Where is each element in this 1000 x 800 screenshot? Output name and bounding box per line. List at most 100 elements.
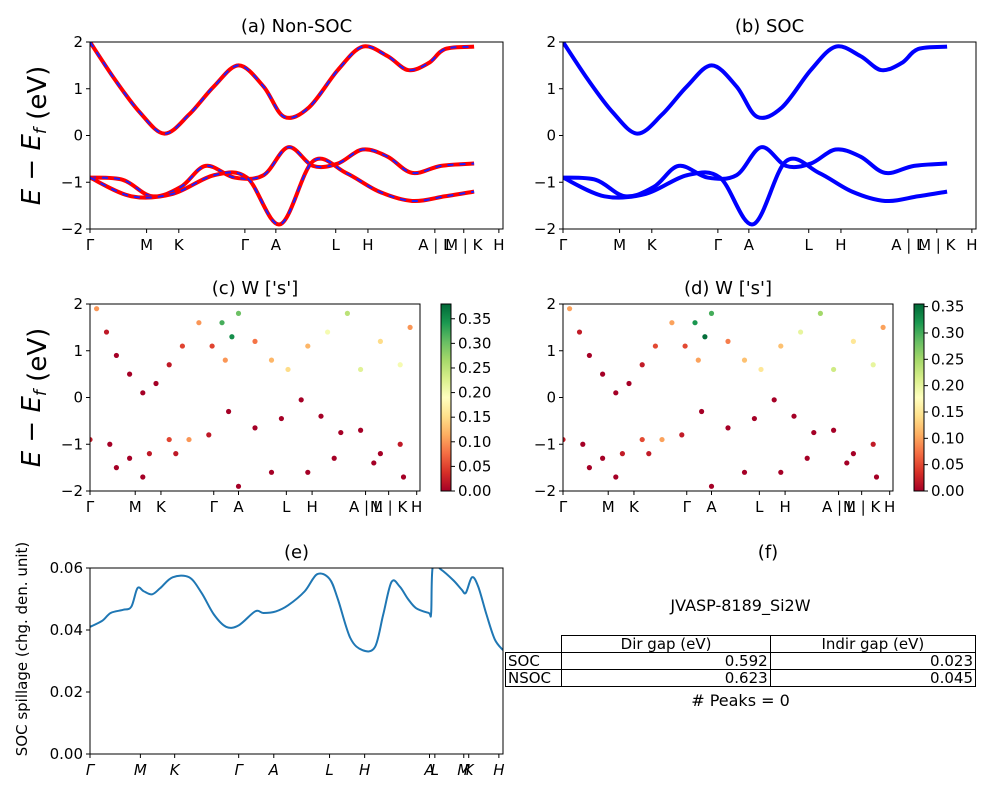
- x-tick-label: M | K: [445, 236, 484, 254]
- scatter-point: [791, 413, 797, 419]
- x-tick-label: Γ: [559, 498, 568, 516]
- scatter-point: [252, 338, 258, 344]
- panel-title-a: (a) Non-SOC: [241, 16, 352, 37]
- x-tick-label: L: [755, 498, 764, 516]
- scatter-point: [305, 343, 311, 349]
- colorbar-tick-label: 0.10: [458, 433, 491, 451]
- scatter-point: [586, 465, 593, 471]
- scatter-point: [397, 362, 403, 368]
- panel-title-e: (e): [284, 542, 309, 563]
- scatter-point: [600, 455, 606, 461]
- scatter-point: [226, 408, 232, 415]
- colorbar-tick-label: 0.35: [458, 310, 491, 328]
- x-tick-label: A | L: [891, 236, 925, 254]
- plot-frame-d: [562, 303, 894, 492]
- x-tick-label: A | L: [349, 498, 383, 516]
- colorbar-tick-label: 0.15: [458, 408, 491, 426]
- panel-title-b: (b) SOC: [735, 16, 804, 37]
- x-tick-label: M: [602, 498, 615, 516]
- scatter-point: [741, 469, 748, 475]
- gap-table-header-dir: Dir gap (eV): [561, 635, 771, 653]
- colorbar-tick-label: 0.30: [931, 324, 964, 342]
- gap-table-cell-dir: 0.592: [561, 652, 771, 670]
- scatter-point: [318, 413, 324, 419]
- x-tick-label: Γ: [241, 236, 250, 254]
- scatter-point: [669, 320, 675, 326]
- scatter-point: [567, 306, 573, 312]
- colorbar-tick-label: 0.15: [931, 403, 964, 421]
- scatter-point: [397, 441, 403, 447]
- scatter-point: [268, 357, 275, 363]
- colorbar-tick-label: 0.05: [931, 456, 964, 474]
- scatter-point: [613, 390, 619, 396]
- x-tick-label: L: [332, 236, 341, 254]
- y-tick-label: −1: [534, 173, 556, 191]
- y-tick-label: 0.06: [50, 559, 83, 577]
- scatter-point: [699, 408, 705, 415]
- scatter-point: [844, 460, 850, 466]
- x-tick-label: Γ: [559, 236, 568, 254]
- y-axis-label-a: E − Ef (eV): [17, 66, 53, 206]
- colorbar-tick-label: 0.30: [458, 334, 491, 352]
- colorbar-tick-label: 0.25: [458, 359, 491, 377]
- y-tick-label: −2: [61, 220, 83, 238]
- scatter-point: [371, 460, 377, 466]
- scatter-point: [331, 455, 337, 461]
- x-tick-label: K: [170, 761, 181, 779]
- x-tick-label: M: [613, 236, 626, 254]
- scatter-point: [652, 343, 659, 349]
- panel-title-d: (d) W ['s']: [684, 278, 772, 299]
- gap-table-row-label: SOC: [504, 652, 563, 670]
- colorbar-tick-label: 0.20: [458, 384, 491, 402]
- x-tick-label: A: [706, 498, 717, 516]
- y-tick-label: 0.02: [50, 683, 83, 701]
- y-tick-label: 0: [546, 127, 556, 145]
- panel-title-f: (f): [758, 542, 778, 563]
- scatter-point: [646, 451, 652, 457]
- scatter-point: [400, 474, 407, 480]
- y-tick-label: −1: [534, 435, 556, 453]
- x-tick-label: M | K: [843, 498, 882, 516]
- gap-table-row-label: NSOC: [504, 669, 563, 687]
- panel-title-c: (c) W ['s']: [212, 278, 299, 299]
- x-tick-label: L: [431, 761, 439, 779]
- y-tick-label: 0: [73, 127, 83, 145]
- scatter-point: [358, 366, 364, 373]
- scatter-point: [209, 343, 215, 349]
- scatter-point: [576, 329, 583, 335]
- x-tick-label: K: [174, 236, 185, 254]
- scatter-point: [298, 397, 304, 403]
- colorbar-tick-label: 0.35: [931, 298, 964, 316]
- x-tick-label: Γ: [210, 498, 219, 516]
- x-tick-label: H: [779, 498, 790, 516]
- x-tick-label: A: [744, 236, 755, 254]
- scatter-point: [173, 451, 179, 457]
- x-tick-label: H: [884, 498, 895, 516]
- colorbar-c: [440, 303, 452, 492]
- material-name: JVASP-8189_Si2W: [670, 596, 811, 615]
- scatter-point: [771, 397, 777, 403]
- x-tick-label: Γ: [86, 498, 95, 516]
- x-tick-label: L: [805, 236, 814, 254]
- band-line-dash: [90, 157, 475, 226]
- x-tick-label: Γ: [714, 236, 723, 254]
- x-tick-label: K: [647, 236, 658, 254]
- gap-table-row-nsoc: NSOC 0.623 0.045: [504, 669, 977, 687]
- x-tick-label: L: [325, 761, 333, 779]
- y-axis-label-e: SOC spillage (chg. den. unit): [13, 542, 31, 757]
- plot-frame-c: [89, 303, 421, 492]
- x-tick-label: H: [835, 236, 846, 254]
- scatter-point: [140, 390, 146, 396]
- scatter-point: [146, 451, 152, 457]
- scatter-point: [870, 441, 876, 447]
- gap-table-cell-indir: 0.023: [769, 652, 977, 670]
- band-line: [563, 145, 948, 199]
- y-tick-label: −2: [61, 482, 83, 500]
- scatter-point: [186, 436, 192, 443]
- scatter-point: [196, 320, 202, 326]
- x-tick-label: M: [140, 236, 153, 254]
- scatter-point: [235, 310, 242, 316]
- scatter-point: [619, 451, 626, 457]
- x-tick-label: Γ: [86, 761, 96, 779]
- colorbar-tick-label: 0.00: [931, 482, 964, 500]
